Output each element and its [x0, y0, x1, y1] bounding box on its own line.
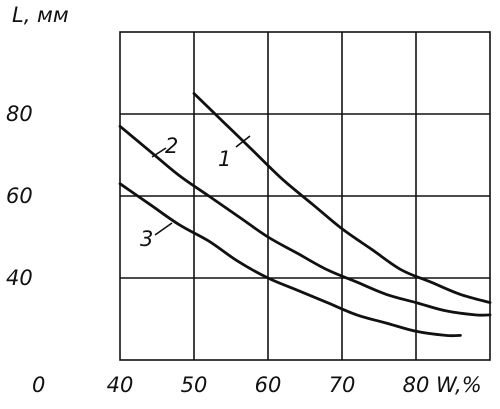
tick-labels: 0 40 50 60 70 80 40 60 80	[6, 102, 429, 397]
x-tick-label: 50	[181, 373, 208, 397]
curve-1	[192, 92, 492, 304]
x-axis-title: W,%	[436, 373, 482, 397]
grid	[119, 31, 491, 361]
y-tick-label: 40	[6, 266, 33, 290]
x-origin-label: 0	[32, 373, 45, 397]
curve-2-leader	[151, 147, 167, 158]
x-tick-label: 70	[329, 373, 356, 397]
curve-2-label: 2	[165, 134, 178, 158]
y-tick-label: 80	[6, 102, 33, 126]
curves: 1 2 3	[118, 92, 492, 338]
x-tick-label: 40	[107, 373, 134, 397]
curve-2	[118, 124, 492, 317]
y-tick-label: 60	[6, 184, 33, 208]
curve-3	[118, 182, 462, 338]
curve-3-leader	[154, 222, 173, 236]
curve-3-label: 3	[140, 227, 153, 251]
x-tick-label: 80	[403, 373, 430, 397]
x-tick-label: 60	[255, 373, 282, 397]
curve-1-label: 1	[218, 147, 231, 171]
curve-1-leader	[235, 135, 251, 148]
y-axis-title: L, мм	[12, 3, 69, 27]
